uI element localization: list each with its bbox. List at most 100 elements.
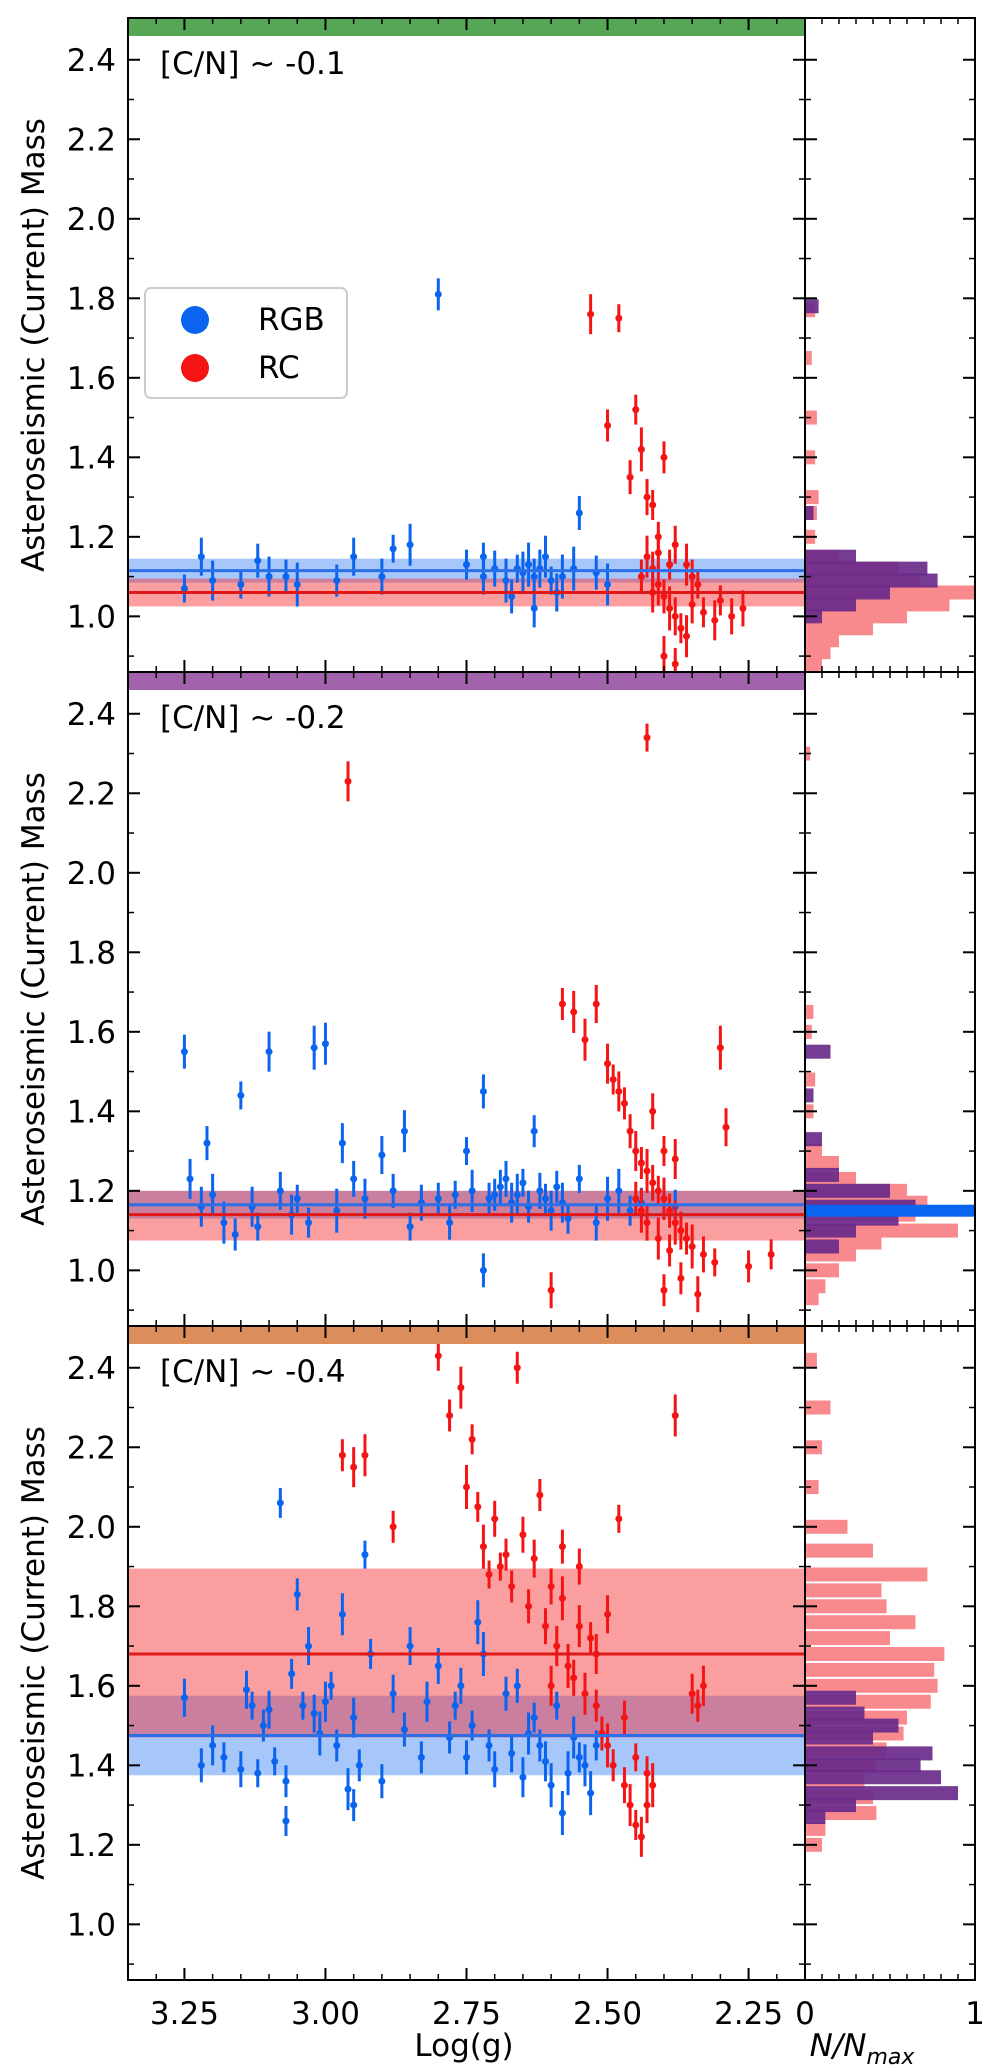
rgb-point <box>530 604 538 612</box>
rgb-point <box>547 1207 555 1215</box>
panel-label: [C/N] ~ -0.4 <box>160 1354 346 1390</box>
rc-point <box>688 600 696 608</box>
rgb-hist-bar <box>805 1770 941 1785</box>
rc-point <box>496 1563 504 1571</box>
rgb-point <box>406 541 414 549</box>
rgb-point <box>479 1087 487 1095</box>
rgb-point <box>451 1702 459 1710</box>
rc-point <box>558 1594 566 1602</box>
rc-point <box>654 1187 662 1195</box>
rgb-point <box>541 1757 549 1765</box>
histogram-area <box>805 299 975 672</box>
rc-point <box>570 1674 578 1682</box>
y-tick-label: 1.8 <box>67 1589 116 1625</box>
rc-point <box>683 1235 691 1243</box>
rc-point <box>671 612 679 620</box>
rc-hist-bar <box>805 490 819 505</box>
rc-point <box>637 1833 645 1841</box>
rc-point <box>739 604 747 612</box>
rc-point <box>632 1821 640 1829</box>
rgb-hist-bar <box>805 1044 831 1059</box>
rc-point <box>485 1570 493 1578</box>
y-tick-label: 1.4 <box>67 1094 116 1130</box>
y-tick-label: 2.0 <box>67 856 116 892</box>
rc-point <box>716 1044 724 1052</box>
rgb-point <box>491 1191 499 1199</box>
rgb-point <box>536 1187 544 1195</box>
rgb-hist-bar <box>805 1758 921 1773</box>
rgb-point <box>378 1777 386 1785</box>
rc-point <box>626 1127 634 1135</box>
rgb-point <box>417 1753 425 1761</box>
rgb-point <box>305 1219 313 1227</box>
rc-point <box>553 1642 561 1650</box>
rgb-point <box>508 1749 516 1757</box>
rc-point <box>446 1411 454 1419</box>
rgb-point <box>604 1195 612 1203</box>
rc-hist-bar <box>805 1519 848 1534</box>
rgb-point <box>276 1187 284 1195</box>
rc-point <box>643 493 651 501</box>
rc-point <box>637 1207 645 1215</box>
rc-point <box>338 1451 346 1459</box>
rc-hist-bar <box>805 1583 882 1598</box>
rgb-point <box>446 1219 454 1227</box>
rc-point <box>666 1207 674 1215</box>
rc-hist-bar <box>805 1072 816 1087</box>
rc-point <box>649 1179 657 1187</box>
rc-point <box>699 1682 707 1690</box>
rgb-point <box>474 1618 482 1626</box>
rgb-hist-bar <box>805 549 856 564</box>
rgb-point <box>530 573 538 581</box>
rgb-hist-bar <box>805 585 890 600</box>
rgb-point <box>423 1698 431 1706</box>
rgb-point <box>496 1183 504 1191</box>
rgb-point <box>209 1191 217 1199</box>
rgb-point <box>265 573 273 581</box>
rc-point <box>587 310 595 318</box>
rc-point <box>389 1523 397 1531</box>
rc-point <box>716 596 724 604</box>
rgb-point <box>180 1048 188 1056</box>
rc-point <box>620 1714 628 1722</box>
rc-point <box>711 616 719 624</box>
rc-point <box>558 1543 566 1551</box>
x-tick-label: 3.00 <box>291 1996 360 2032</box>
rc-point <box>581 1690 589 1698</box>
plot-area <box>128 723 805 1313</box>
rgb-point <box>237 1091 245 1099</box>
rgb-point <box>282 1817 290 1825</box>
rgb-point <box>271 1757 279 1765</box>
rc-point <box>434 1352 442 1360</box>
rc-point <box>604 1610 612 1618</box>
rgb-point <box>541 553 549 561</box>
rc-hist-bar <box>805 621 873 636</box>
rc-point <box>643 553 651 561</box>
rgb-point <box>293 581 301 589</box>
rc-point <box>615 314 623 322</box>
histogram-area <box>805 746 975 1306</box>
rc-point <box>479 1543 487 1551</box>
rc-hist-bar <box>805 645 831 660</box>
rgb-point <box>310 1710 318 1718</box>
rc-point <box>654 581 662 589</box>
rgb-hist-bar <box>805 1746 933 1761</box>
rc-hist-bar <box>805 657 822 672</box>
rc-point <box>767 1250 775 1258</box>
rc-point <box>632 1195 640 1203</box>
rc-point <box>468 1435 476 1443</box>
rgb-point <box>547 1781 555 1789</box>
rgb-point <box>491 1765 499 1773</box>
rgb-point <box>541 1195 549 1203</box>
rgb-point <box>558 573 566 581</box>
rgb-point <box>180 585 188 593</box>
rc-point <box>508 1582 516 1590</box>
rgb-point <box>321 1698 329 1706</box>
rgb-point <box>587 1789 595 1797</box>
y-tick-label: 2.0 <box>67 1510 116 1546</box>
rc-point <box>643 1219 651 1227</box>
rc-point <box>671 541 679 549</box>
rgb-point <box>457 1682 465 1690</box>
rc-point <box>587 1634 595 1642</box>
